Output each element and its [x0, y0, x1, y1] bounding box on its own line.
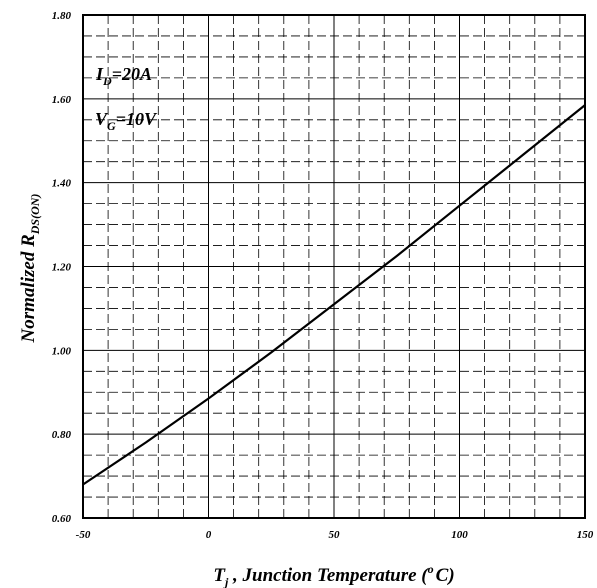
- y-tick-label: 0.60: [52, 513, 72, 525]
- y-tick-label: 1.00: [52, 345, 72, 357]
- x-tick-label: 50: [329, 529, 341, 541]
- x-tick-label: -50: [76, 529, 91, 541]
- annotation-drain-current: ID=20A: [95, 64, 152, 88]
- x-tick-label: 0: [206, 529, 212, 541]
- major-grid: [83, 15, 585, 518]
- x-axis-title: Tj , Junction Temperature (o C): [213, 562, 454, 588]
- y-tick-label: 1.20: [52, 262, 72, 274]
- annotation-gate-voltage: VG=10V: [95, 109, 158, 133]
- x-tick-label: 100: [451, 529, 468, 541]
- series-line-0: [82, 104, 586, 486]
- y-tick-labels: 0.60 0.80 1.00 1.20 1.40 1.60 1.80: [52, 10, 72, 525]
- x-tick-labels: -50 0 50 100 150: [76, 529, 594, 541]
- y-tick-label: 1.80: [52, 10, 72, 22]
- y-axis-title: Normalized RDS(ON): [18, 194, 42, 344]
- x-tick-label: 150: [577, 529, 594, 541]
- y-tick-label: 1.60: [52, 94, 72, 106]
- y-tick-label: 0.80: [52, 429, 72, 441]
- plot-frame: [82, 14, 586, 519]
- series-layer: [82, 104, 586, 486]
- y-tick-label: 1.40: [52, 178, 72, 190]
